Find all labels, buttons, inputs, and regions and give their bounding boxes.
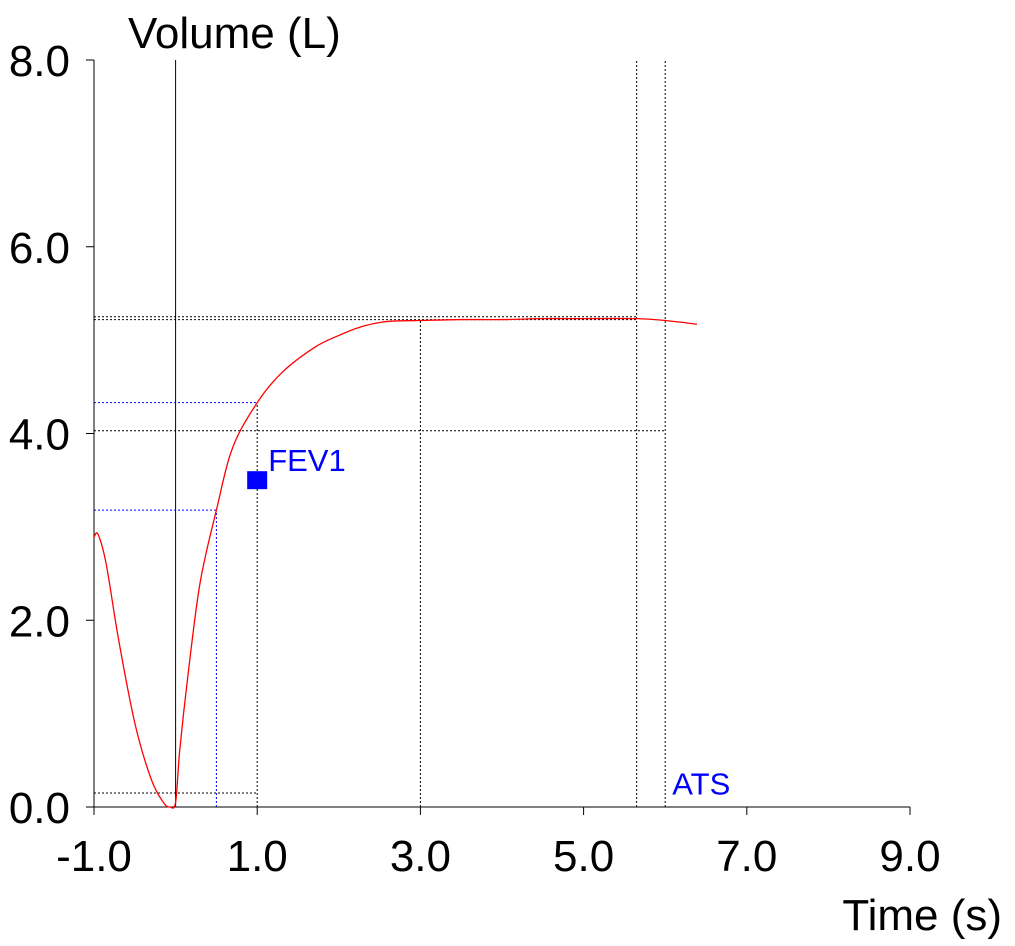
y-tick-label: 6.0 xyxy=(9,224,70,273)
y-tick-label: 8.0 xyxy=(9,37,70,86)
tick-labels: -1.0 1.0 3.0 5.0 7.0 9.0 0.0 2.0 4.0 6.0 8.0 xyxy=(9,37,941,881)
annotations: FEV1 ATS xyxy=(247,443,730,801)
x-tick-label: -1.0 xyxy=(56,832,132,881)
y-tick-label: 0.0 xyxy=(9,784,70,833)
fev1-marker xyxy=(247,471,268,490)
x-tick-label: 9.0 xyxy=(879,832,940,881)
y-axis-label: Volume (L) xyxy=(128,9,341,58)
x-tick-label: 3.0 xyxy=(390,832,451,881)
x-tick-label: 5.0 xyxy=(553,832,614,881)
x-tick-label: 1.0 xyxy=(227,832,288,881)
reference-lines xyxy=(94,60,666,807)
x-axis-label: Time (s) xyxy=(842,891,1002,940)
volume-time-curve xyxy=(93,317,698,809)
x-tick-label: 7.0 xyxy=(716,832,777,881)
y-tick-label: 2.0 xyxy=(9,597,70,646)
ats-label: ATS xyxy=(672,766,730,801)
y-tick-label: 4.0 xyxy=(9,411,70,460)
fev1-label: FEV1 xyxy=(268,443,346,478)
